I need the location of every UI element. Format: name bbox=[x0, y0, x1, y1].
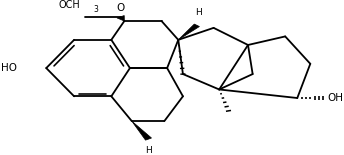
Text: H: H bbox=[145, 146, 152, 155]
Text: HO: HO bbox=[1, 63, 17, 73]
Text: 3: 3 bbox=[93, 5, 98, 14]
Text: H: H bbox=[195, 8, 202, 17]
Polygon shape bbox=[132, 121, 151, 140]
Text: OH: OH bbox=[327, 93, 343, 103]
Polygon shape bbox=[117, 16, 124, 21]
Text: O: O bbox=[117, 3, 125, 13]
Polygon shape bbox=[178, 24, 200, 40]
Text: OCH: OCH bbox=[59, 0, 80, 10]
